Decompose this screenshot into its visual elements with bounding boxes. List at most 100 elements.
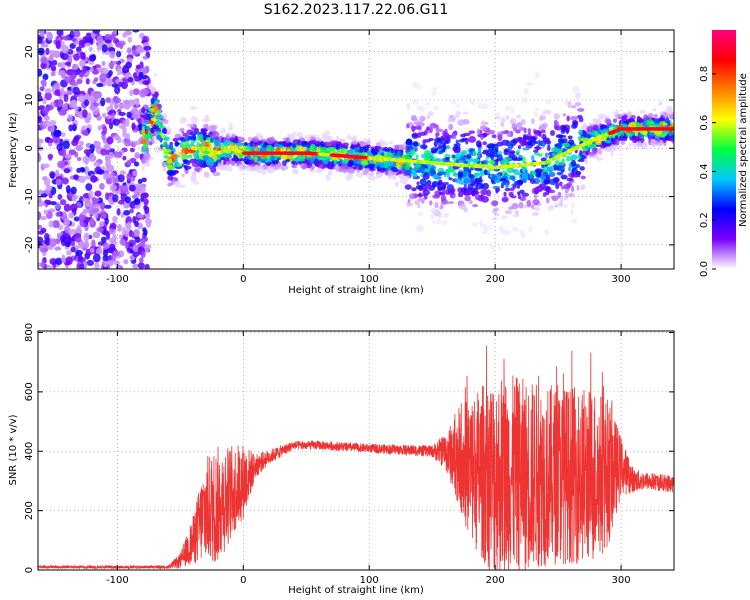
- amplitude-blob: [512, 127, 518, 132]
- amplitude-blob: [54, 246, 62, 251]
- amplitude-blob: [64, 225, 71, 234]
- amplitude-blob: [136, 64, 142, 70]
- amplitude-blob: [109, 184, 117, 192]
- amplitude-blob: [435, 218, 442, 225]
- amplitude-blob: [480, 188, 488, 196]
- amplitude-blob: [628, 143, 633, 147]
- amplitude-blob: [173, 159, 179, 167]
- amplitude-blob: [143, 152, 151, 160]
- amplitude-blob: [604, 118, 612, 124]
- amplitude-blob: [167, 174, 174, 181]
- amplitude-blob: [433, 209, 441, 217]
- amplitude-blob: [404, 170, 412, 175]
- amplitude-blob: [489, 174, 493, 178]
- amplitude-blob: [124, 230, 130, 238]
- amplitude-blob: [597, 130, 603, 135]
- amplitude-blob: [501, 130, 509, 135]
- amplitude-blob: [416, 105, 423, 111]
- amplitude-blob: [145, 220, 152, 228]
- amplitude-blob: [457, 119, 465, 126]
- amplitude-blob: [247, 137, 253, 142]
- amplitude-blob: [298, 146, 304, 152]
- amplitude-blob: [78, 241, 85, 249]
- amplitude-blob: [668, 138, 674, 142]
- amplitude-blob: [155, 114, 164, 120]
- amplitude-blob: [64, 76, 73, 83]
- amplitude-blob: [475, 140, 482, 148]
- amplitude-blob: [117, 173, 125, 183]
- amplitude-blob: [501, 196, 509, 203]
- amplitude-blob: [189, 106, 198, 110]
- amplitude-blob: [68, 124, 74, 132]
- amplitude-blob: [325, 141, 333, 147]
- amplitude-blob: [138, 71, 144, 78]
- amplitude-blob: [369, 175, 376, 181]
- y-tick-label: 600: [24, 382, 35, 401]
- amplitude-blob: [430, 214, 435, 220]
- amplitude-blob: [445, 189, 449, 194]
- amplitude-blob: [517, 145, 522, 150]
- amplitude-blob: [98, 220, 105, 228]
- spectrogram-y-label: Frequency (Hz): [8, 112, 19, 188]
- amplitude-blob: [132, 263, 139, 269]
- amplitude-blob: [48, 220, 54, 228]
- amplitude-blob: [432, 218, 436, 226]
- amplitude-blob: [559, 195, 564, 203]
- amplitude-blob: [658, 101, 663, 107]
- amplitude-blob: [265, 159, 272, 163]
- amplitude-blob: [90, 175, 98, 183]
- amplitude-blob: [73, 106, 80, 111]
- amplitude-blob: [127, 76, 134, 83]
- amplitude-blob: [650, 138, 656, 146]
- amplitude-blob: [424, 185, 432, 190]
- amplitude-blob: [429, 200, 433, 206]
- amplitude-blob: [150, 87, 156, 95]
- amplitude-blob: [523, 204, 527, 209]
- amplitude-blob: [212, 171, 221, 177]
- amplitude-blob: [314, 169, 322, 174]
- amplitude-blob: [503, 149, 510, 156]
- amplitude-blob: [89, 104, 96, 111]
- amplitude-blob: [38, 224, 43, 230]
- snr-series-line: [38, 345, 674, 570]
- amplitude-blob: [520, 232, 526, 239]
- amplitude-blob: [366, 144, 371, 148]
- amplitude-blob: [563, 204, 567, 209]
- amplitude-blob: [504, 187, 511, 192]
- amplitude-blob: [143, 198, 149, 206]
- amplitude-blob: [76, 156, 82, 162]
- amplitude-blob: [566, 182, 573, 188]
- amplitude-blob: [430, 207, 435, 214]
- amplitude-blob: [124, 196, 132, 204]
- amplitude-blob: [490, 161, 495, 165]
- amplitude-blob: [104, 217, 109, 225]
- amplitude-blob: [468, 136, 477, 143]
- amplitude-blob: [118, 111, 126, 117]
- amplitude-blob: [40, 216, 48, 221]
- amplitude-blob: [100, 97, 106, 107]
- amplitude-blob: [482, 141, 487, 146]
- amplitude-blob: [424, 139, 431, 143]
- amplitude-blob: [549, 129, 556, 137]
- amplitude-blob: [67, 114, 73, 122]
- amplitude-blob: [342, 142, 349, 147]
- amplitude-blob: [75, 46, 82, 53]
- amplitude-blob: [260, 168, 267, 176]
- amplitude-blob: [546, 99, 551, 105]
- amplitude-blob: [89, 217, 95, 225]
- y-tick-label: 200: [24, 501, 35, 520]
- amplitude-blob: [143, 244, 150, 253]
- amplitude-blob: [202, 154, 210, 161]
- amplitude-blob: [542, 137, 550, 143]
- amplitude-blob: [471, 221, 478, 227]
- amplitude-blob: [220, 156, 226, 161]
- amplitude-blob: [48, 50, 57, 55]
- amplitude-blob: [415, 225, 424, 231]
- amplitude-blob: [461, 137, 468, 141]
- amplitude-blob: [322, 159, 328, 165]
- amplitude-blob: [114, 260, 120, 266]
- amplitude-blob: [435, 132, 439, 140]
- amplitude-blob: [162, 167, 167, 172]
- amplitude-blob: [446, 145, 450, 150]
- amplitude-blob: [140, 239, 146, 248]
